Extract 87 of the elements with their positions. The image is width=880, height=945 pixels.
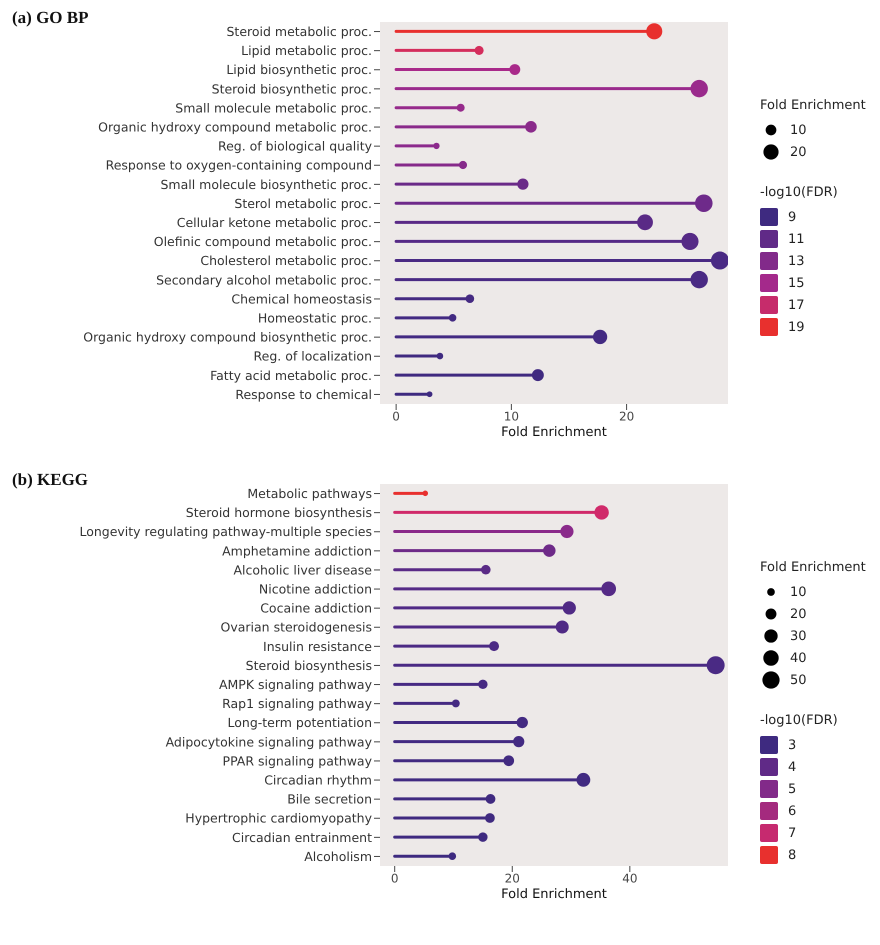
- y-tick-label: Metabolic pathways: [247, 486, 372, 501]
- y-tick-label: Lipid metabolic proc.: [241, 43, 372, 58]
- legend-label: 10: [790, 122, 807, 138]
- color-bar-title: -log10(FDR): [760, 185, 839, 200]
- y-tick-label: Small molecule metabolic proc.: [175, 100, 372, 116]
- x-tick-label: 10: [504, 410, 520, 424]
- x-tick-label: 20: [504, 872, 520, 886]
- y-tick-label: Amphetamine addiction: [222, 543, 372, 558]
- y-tick-label: Response to chemical: [235, 386, 372, 402]
- y-tick-label: Olefinic compound metabolic proc.: [154, 234, 372, 250]
- y-tick-label: Cholesterol metabolic proc.: [200, 253, 372, 268]
- point: [517, 178, 529, 190]
- text: (b) KEGG: [12, 470, 88, 490]
- y-tick-label: Reg. of localization: [254, 348, 372, 364]
- color-bar-label: 17: [788, 298, 805, 312]
- y-tick-label: Lipid biosynthetic proc.: [226, 62, 372, 78]
- point: [478, 832, 488, 842]
- color-bar-label: 5: [788, 782, 796, 796]
- color-bar-label: 6: [788, 804, 796, 818]
- point: [516, 716, 528, 728]
- color-bar-title: -log10(FDR): [760, 713, 839, 728]
- y-tick-label: Circadian entrainment: [232, 830, 372, 845]
- y-tick-label: Organic hydroxy compound metabolic proc.: [98, 119, 372, 134]
- color-bar-label: 3: [788, 738, 796, 752]
- color-bar-label: 9: [788, 210, 796, 224]
- legend-title: Fold Enrichment: [760, 560, 866, 575]
- color-bar-label: 15: [788, 276, 805, 290]
- y-tick-label: Adipocytokine signaling pathway: [166, 734, 373, 750]
- point: [509, 64, 520, 75]
- legend-label: 10: [790, 584, 807, 600]
- y-tick-label: Small molecule biosynthetic proc.: [160, 176, 372, 192]
- y-tick-label: Cocaine addiction: [260, 600, 372, 616]
- text: (a) GO BP: [12, 8, 88, 28]
- point: [525, 121, 537, 133]
- y-tick-label: Nicotine addiction: [258, 581, 372, 596]
- x-tick-label: 0: [390, 872, 399, 886]
- point: [485, 813, 495, 823]
- color-bar-label: 7: [788, 826, 796, 840]
- point: [513, 736, 524, 748]
- point: [532, 369, 544, 382]
- color-bar-label: 11: [788, 232, 805, 246]
- y-tick-label: Hypertrophic cardiomyopathy: [185, 810, 373, 826]
- y-tick-label: Chemical homeostasis: [231, 291, 372, 306]
- y-tick-label: Homeostatic proc.: [258, 310, 372, 326]
- y-tick-label: AMPK signaling pathway: [218, 676, 373, 692]
- y-tick-label: Circadian rhythm: [264, 772, 372, 788]
- x-tick-label: 40: [622, 872, 638, 886]
- legend-label: 20: [790, 144, 807, 160]
- y-tick-label: Sterol metabolic proc.: [234, 196, 372, 211]
- legend-title: Fold Enrichment: [760, 98, 866, 113]
- y-tick-label: Insulin resistance: [263, 638, 372, 654]
- color-bar-label: 13: [788, 254, 805, 268]
- y-tick-label: Bile secretion: [287, 792, 372, 807]
- point: [486, 794, 496, 804]
- color-bar-label: 8: [788, 848, 796, 862]
- x-axis-title: Fold Enrichment: [501, 887, 607, 902]
- color-bar-label: 19: [788, 320, 805, 334]
- y-tick-label: Longevity regulating pathway-multiple species: [79, 524, 372, 540]
- y-tick-label: Ovarian steroidogenesis: [220, 620, 372, 635]
- y-tick-label: Reg. of biological quality: [218, 138, 373, 154]
- legend-label: 20: [790, 606, 807, 622]
- y-tick-label: Long-term potentiation: [228, 715, 372, 730]
- legend-label: 50: [790, 672, 807, 688]
- point: [481, 564, 491, 575]
- y-tick-label: PPAR signaling pathway: [222, 753, 373, 768]
- y-tick-label: Fatty acid metabolic proc.: [210, 368, 372, 383]
- y-tick-label: Steroid hormone biosynthesis: [186, 505, 372, 520]
- y-tick-label: Alcoholism: [304, 848, 372, 864]
- y-tick-label: Organic hydroxy compound biosynthetic proc.: [83, 330, 372, 345]
- y-tick-label: Secondary alcohol metabolic proc.: [156, 272, 372, 288]
- point: [478, 680, 488, 690]
- y-tick-label: Cellular ketone metabolic proc.: [176, 214, 372, 230]
- point: [543, 544, 556, 557]
- point: [489, 641, 500, 652]
- y-tick-label: Alcoholic liver disease: [233, 562, 372, 578]
- legend-label: 30: [790, 628, 807, 644]
- y-tick-label: Steroid biosynthesis: [246, 658, 372, 673]
- x-axis-title: Fold Enrichment: [501, 425, 607, 440]
- color-bar-label: 4: [788, 760, 796, 774]
- y-tick-label: Steroid biosynthetic proc.: [212, 81, 372, 96]
- x-tick-label: 20: [618, 410, 634, 424]
- x-tick-label: 0: [392, 410, 400, 424]
- legend-label: 40: [790, 650, 807, 666]
- y-tick-label: Steroid metabolic proc.: [226, 24, 372, 39]
- y-tick-label: Response to oxygen-containing compound: [106, 158, 372, 173]
- y-tick-label: Rap1 signaling pathway: [222, 696, 373, 712]
- point: [503, 755, 514, 766]
